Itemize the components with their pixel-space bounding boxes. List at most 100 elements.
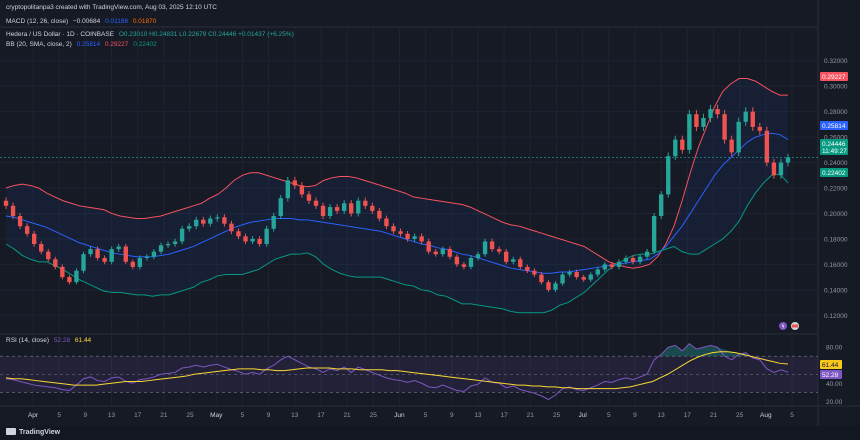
tradingview-logo[interactable]: TradingView — [6, 428, 60, 436]
price-tick-label: 0.20000 — [824, 211, 848, 218]
last-price-tag: 0.24446 11:49:27 — [820, 139, 848, 155]
macd-title: MACD (12, 26, close) — [6, 18, 69, 25]
candle-body — [595, 269, 600, 275]
candle-body — [602, 264, 608, 270]
time-tick-label: 5 — [790, 412, 794, 419]
time-axis: Apr 5 9 13 17 21 25 May 5 9 13 17 21 25 Jun 5 9 13 17 21 25 J… — [28, 412, 794, 419]
candle-body — [10, 205, 16, 216]
macd-hist-value: 0.01870 — [132, 18, 157, 25]
candle-body — [405, 233, 410, 239]
candle-body — [504, 251, 509, 262]
candle-body — [743, 111, 748, 122]
candle-body — [750, 111, 755, 127]
candle-body — [680, 139, 685, 150]
candle-body — [341, 203, 347, 211]
tradingview-brand: TradingView — [19, 429, 61, 436]
time-tick-label: 13 — [658, 412, 666, 419]
candle-body — [722, 114, 727, 140]
candle-body — [60, 266, 65, 278]
rsi-value-tag: 52.28 — [820, 370, 842, 379]
candle-body — [574, 272, 579, 278]
candle-body — [673, 139, 678, 157]
time-tick-label: 5 — [57, 412, 61, 419]
candle-body — [123, 246, 128, 262]
candle-body — [109, 249, 114, 262]
rsi-tick-label: 80.00 — [826, 345, 843, 352]
event-icons[interactable] — [779, 322, 799, 330]
candle-body — [377, 210, 382, 219]
candle-body — [334, 207, 340, 211]
candle-body — [349, 203, 354, 214]
candle-body — [644, 251, 650, 257]
candle-body — [186, 226, 192, 229]
rsi-legend[interactable]: RSI (14, close) 52.28 61.44 — [6, 337, 94, 344]
time-tick-label: 9 — [84, 412, 88, 419]
bb-basis-value: 0.25814 — [76, 41, 101, 48]
symbol-title: Hedera / US Dollar · 1D · COINBASE — [6, 31, 115, 38]
bb-lower-value: 0.22402 — [133, 41, 157, 48]
candle-body — [130, 261, 135, 267]
time-tick-label: 9 — [450, 412, 454, 419]
candle-body — [320, 205, 326, 216]
time-tick-label: 13 — [108, 412, 116, 419]
candle-body — [496, 249, 502, 252]
candle-body — [609, 264, 615, 267]
candle-body — [102, 258, 107, 262]
time-tick-label: 25 — [370, 412, 378, 419]
candle-body — [306, 194, 312, 201]
candle-body — [257, 238, 262, 244]
symbol-legend[interactable]: Hedera / US Dollar · 1D · COINBASE O0.23… — [6, 31, 297, 38]
candle-body — [546, 282, 551, 290]
candle-body — [651, 216, 657, 252]
candle-body — [81, 254, 86, 271]
candle-body — [165, 244, 171, 246]
upper-band-tag: 0.29227 — [820, 72, 848, 81]
candle-body — [88, 249, 93, 255]
candle-body — [264, 228, 269, 244]
candle-body — [67, 277, 72, 283]
candle-body — [426, 241, 431, 252]
svg-text:11:49:27: 11:49:27 — [822, 148, 847, 155]
candle-body — [215, 217, 220, 219]
time-tick-label: 17 — [134, 412, 142, 419]
time-tick-label: Apr — [28, 412, 39, 419]
time-tick-label: 13 — [474, 412, 482, 419]
price-tick-label: 0.30000 — [824, 84, 848, 91]
candle-body — [95, 249, 100, 258]
time-tick-label: 21 — [343, 412, 351, 419]
candle-body — [250, 238, 255, 242]
time-tick-label: 21 — [527, 412, 535, 419]
candle-body — [701, 118, 706, 127]
candle-body — [419, 236, 424, 242]
candle-body — [482, 241, 488, 255]
candle-body — [588, 274, 593, 280]
candle-body — [687, 114, 692, 150]
candle-body — [511, 259, 516, 262]
candle-body — [53, 259, 58, 267]
candle-body — [757, 126, 763, 131]
candle-body — [327, 207, 333, 216]
candle-body — [412, 236, 417, 239]
time-tick-label: 5 — [607, 412, 611, 419]
price-tick-label: 0.16000 — [824, 262, 848, 269]
bb-basis-line — [5, 132, 789, 274]
candle-body — [179, 228, 185, 242]
candle-body — [151, 251, 157, 257]
macd-legend[interactable]: MACD (12, 26, close) −0.00684 0.01186 0.… — [6, 18, 159, 25]
candle-body — [46, 251, 51, 260]
candle-body — [454, 256, 460, 265]
candle-body — [391, 226, 396, 232]
time-tick-label: 13 — [291, 412, 299, 419]
tradingview-mark-icon — [6, 428, 16, 435]
time-tick-label: 5 — [241, 412, 245, 419]
bb-legend[interactable]: BB (20, SMA, close, 2) 0.25814 0.29227 0… — [6, 41, 160, 48]
footer-bar: TradingView — [0, 426, 860, 440]
candle-body — [17, 216, 23, 227]
candle-body — [532, 270, 537, 275]
rsi-overbought-fill — [661, 343, 746, 357]
candle-body — [736, 121, 741, 153]
time-tick-label: 25 — [553, 412, 561, 419]
bb-upper-line — [5, 78, 788, 269]
price-tick-label: 0.24000 — [824, 160, 848, 167]
svg-text:52.28: 52.28 — [822, 372, 839, 379]
